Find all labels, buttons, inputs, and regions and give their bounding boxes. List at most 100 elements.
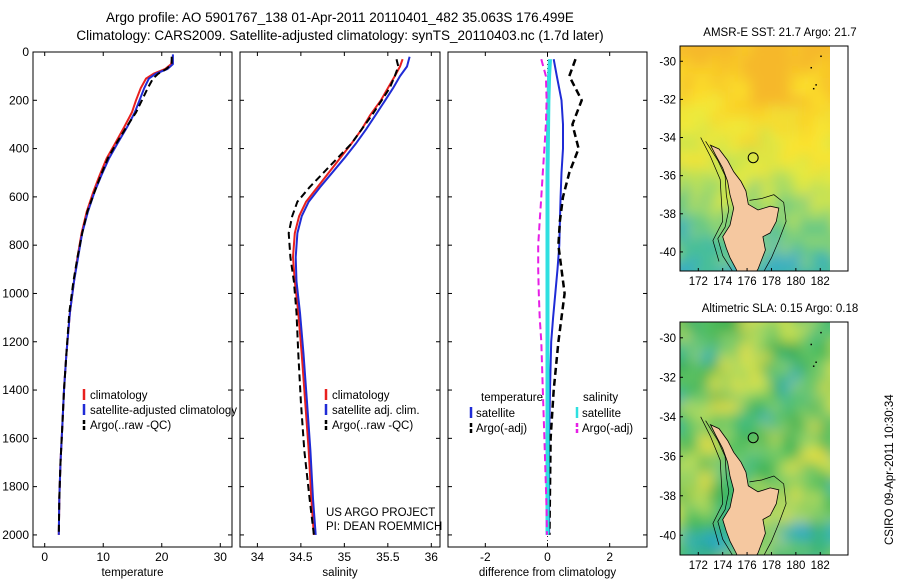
map-cell: [680, 402, 691, 413]
map-box: [679, 321, 849, 556]
map-cell: [750, 472, 761, 483]
map-cell: [690, 492, 701, 503]
map-cell: [720, 206, 731, 217]
map-cell: [730, 76, 741, 87]
map-cell: [810, 472, 821, 483]
map-cell: [680, 226, 681, 237]
map-cell: [700, 106, 711, 117]
island-dot: [815, 361, 817, 363]
map-cell: [750, 156, 761, 167]
map-cell: [760, 186, 771, 197]
map-cell: [680, 136, 691, 147]
map-cell: [800, 216, 811, 227]
map-cell: [720, 332, 731, 343]
map-cell: [690, 56, 701, 67]
map-cell: [760, 402, 771, 413]
map-cell: [690, 322, 701, 323]
profile-title: Argo profile: AO 5901767_138 01-Apr-2011…: [106, 10, 574, 25]
map-cell: [700, 462, 711, 473]
map-cell: [790, 342, 801, 353]
map-cell: [800, 362, 811, 373]
map-cell: [820, 442, 830, 453]
map-cell: [800, 116, 811, 127]
map-cell: [680, 392, 681, 403]
map-cell: [730, 136, 741, 147]
map-cell: [690, 422, 701, 433]
map-cell: [770, 422, 781, 433]
map-cell: [810, 512, 821, 523]
map-cell: [810, 322, 821, 333]
island-dot: [810, 343, 812, 346]
map-cell: [770, 86, 781, 97]
map-cell: [730, 412, 741, 423]
map-cell: [790, 76, 801, 87]
legend-label: satellite adj. clim.: [332, 405, 420, 417]
map-cell: [680, 392, 691, 403]
map-cell: [770, 462, 781, 473]
map-cell: [680, 542, 691, 553]
map-cell: [740, 46, 751, 57]
legend-label: Argo(..raw -QC): [332, 420, 413, 432]
map-cell: [820, 246, 830, 257]
map-title: AMSR-E SST: 21.7 Argo: 21.7: [703, 27, 856, 39]
map-panel: Altimetric SLA: 0.15 Argo: 0.18 172 174 176…: [659, 303, 858, 573]
map-cell: [730, 46, 741, 57]
map-cell: [790, 226, 801, 237]
map-cell: [810, 352, 821, 363]
legend-label: climatology: [332, 390, 390, 402]
map-cell: [800, 482, 811, 493]
map-cell: [780, 552, 791, 555]
map-cell: [790, 362, 801, 373]
map-cell: [740, 402, 751, 413]
map-cell: [680, 372, 691, 383]
map-cell: [720, 66, 731, 77]
map-cell: [820, 236, 830, 247]
map-cell: [690, 522, 701, 533]
map-x-tick-label: 178: [762, 276, 781, 288]
map-cell: [820, 196, 830, 207]
map-cell: [710, 532, 721, 543]
y-tick-label: 400: [9, 142, 29, 156]
map-cell: [680, 126, 691, 137]
panel-temperature: 0 10 20 30 0 200 400 600 800 1000 1200 1400 1600 1800…: [2, 45, 237, 579]
map-cell: [810, 382, 821, 393]
map-cell: [810, 452, 821, 463]
map-cell: [680, 522, 691, 533]
map-cell: [770, 512, 781, 523]
map-cell: [800, 432, 811, 443]
map-cell: [700, 322, 711, 333]
map-cell: [790, 462, 801, 473]
map-cell: [800, 342, 811, 353]
map-cell: [770, 236, 781, 247]
map-cell: [750, 126, 761, 137]
map-cell: [690, 392, 701, 403]
map-cell: [680, 512, 681, 523]
map-cell: [740, 372, 751, 383]
map-cell: [690, 66, 701, 77]
map-cell: [750, 146, 761, 157]
map-cell: [740, 146, 751, 157]
map-cell: [680, 146, 681, 157]
map-cell: [690, 106, 701, 117]
map-cell: [760, 552, 771, 555]
map-cell: [700, 422, 711, 433]
legend-label: Argo(-adj): [476, 423, 527, 435]
map-cell: [690, 352, 701, 363]
map-x-tick-label: 178: [762, 560, 781, 572]
island-dot: [812, 365, 815, 367]
map-cell: [710, 472, 721, 483]
map-cell: [780, 532, 791, 543]
map-cell: [770, 56, 781, 67]
map-cell: [820, 482, 830, 493]
map-y-tick-label: -36: [659, 451, 676, 463]
map-cell: [760, 342, 771, 353]
map-cell: [740, 332, 751, 343]
x-tick-label: 30: [214, 550, 228, 564]
map-cell: [670, 562, 681, 573]
map-cell: [820, 116, 830, 127]
map-y-tick-label: -38: [659, 209, 676, 221]
map-cell: [710, 126, 721, 137]
map-cell: [730, 382, 741, 393]
x-axis-label: salinity: [322, 567, 357, 579]
project-note-line1: US ARGO PROJECT: [326, 507, 435, 519]
